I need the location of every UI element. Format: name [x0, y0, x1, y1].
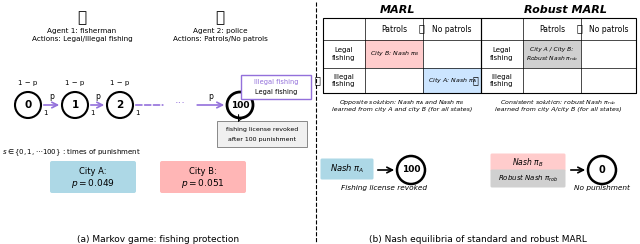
- Text: Agent 2: police
Actions: Patrols/No patrols: Agent 2: police Actions: Patrols/No patr…: [173, 28, 268, 42]
- Circle shape: [227, 92, 253, 118]
- Text: 0: 0: [598, 165, 605, 175]
- FancyBboxPatch shape: [490, 170, 566, 187]
- Text: 👮: 👮: [576, 23, 582, 33]
- Text: Robust Nash $\pi_{rob}$: Robust Nash $\pi_{rob}$: [498, 173, 558, 184]
- Text: Legal fishing: Legal fishing: [255, 89, 297, 95]
- Text: 100: 100: [231, 101, 249, 110]
- Text: 2: 2: [116, 100, 124, 110]
- Text: Consistent solution: robust Nash $\pi_{rob}$: Consistent solution: robust Nash $\pi_{r…: [500, 98, 617, 107]
- FancyBboxPatch shape: [217, 121, 307, 147]
- Text: $p = 0.049$: $p = 0.049$: [71, 176, 115, 190]
- Text: Robust MARL: Robust MARL: [525, 5, 607, 15]
- Text: Illegal fishing: Illegal fishing: [253, 79, 298, 85]
- Circle shape: [397, 156, 425, 184]
- Text: ···: ···: [175, 98, 186, 108]
- Text: (b) Nash equilibria of standard and robust MARL: (b) Nash equilibria of standard and robu…: [369, 234, 587, 244]
- Text: Agent 1: fisherman
Actions: Legal/Illegal fishing: Agent 1: fisherman Actions: Legal/Illega…: [31, 28, 132, 42]
- Circle shape: [588, 156, 616, 184]
- Text: $s \in \{0,1,\cdots100\}$ : times of punishment: $s \in \{0,1,\cdots100\}$ : times of pun…: [2, 148, 141, 158]
- Text: learned from city A and city B (for all states): learned from city A and city B (for all …: [332, 107, 472, 112]
- Text: 1 − p: 1 − p: [110, 80, 130, 86]
- Text: p: p: [95, 92, 100, 101]
- Circle shape: [107, 92, 133, 118]
- Text: City A: Nash $\pi_A$: City A: Nash $\pi_A$: [428, 76, 476, 85]
- Text: p: p: [208, 92, 213, 101]
- Text: p: p: [49, 92, 54, 101]
- Text: Legal
fishing: Legal fishing: [490, 47, 514, 61]
- FancyBboxPatch shape: [490, 153, 566, 172]
- Text: 1: 1: [43, 110, 47, 116]
- Text: MARL: MARL: [380, 5, 416, 15]
- Bar: [323, 18, 481, 93]
- Text: 1: 1: [90, 110, 95, 116]
- Bar: [365, 40, 423, 68]
- Bar: [523, 40, 581, 68]
- Text: No punishment: No punishment: [574, 185, 630, 191]
- FancyBboxPatch shape: [50, 161, 136, 193]
- Text: Illegal
fishing: Illegal fishing: [490, 74, 514, 87]
- Text: Patrols: Patrols: [539, 24, 565, 33]
- Text: Nash $\pi_B$: Nash $\pi_B$: [512, 156, 544, 169]
- Text: Patrols: Patrols: [381, 24, 407, 33]
- Bar: [423, 68, 481, 93]
- Text: 🎣: 🎣: [77, 10, 86, 25]
- FancyBboxPatch shape: [160, 161, 246, 193]
- Text: 👮: 👮: [418, 23, 424, 33]
- Text: 1: 1: [135, 110, 140, 116]
- Text: fishing license revoked: fishing license revoked: [226, 128, 298, 132]
- Text: City B: Nash $\pi_B$: City B: Nash $\pi_B$: [369, 50, 419, 59]
- Text: No patrols: No patrols: [432, 24, 472, 33]
- Text: No patrols: No patrols: [589, 24, 628, 33]
- Text: 1: 1: [72, 100, 79, 110]
- Text: City B:: City B:: [189, 167, 217, 176]
- Text: Legal
fishing: Legal fishing: [332, 47, 356, 61]
- Text: City A / City B:: City A / City B:: [531, 48, 573, 52]
- FancyBboxPatch shape: [241, 75, 311, 99]
- Text: 100: 100: [402, 165, 420, 174]
- Text: 🎣: 🎣: [472, 75, 478, 85]
- Bar: [481, 18, 636, 93]
- Text: (a) Markov game: fishing protection: (a) Markov game: fishing protection: [77, 234, 239, 244]
- Text: City A:: City A:: [79, 167, 107, 176]
- Text: Opposite solution: Nash $\pi_A$ and Nash $\pi_B$: Opposite solution: Nash $\pi_A$ and Nash…: [339, 98, 465, 107]
- Text: Illegal
fishing: Illegal fishing: [332, 74, 356, 87]
- Text: Nash $\pi_A$: Nash $\pi_A$: [330, 163, 364, 175]
- FancyBboxPatch shape: [321, 159, 374, 180]
- Circle shape: [15, 92, 41, 118]
- Text: learned from city A/city B (for all states): learned from city A/city B (for all stat…: [495, 107, 622, 112]
- Text: Robust Nash $\pi_{rob}$: Robust Nash $\pi_{rob}$: [526, 55, 578, 63]
- Text: 0: 0: [24, 100, 31, 110]
- Text: 🎣: 🎣: [314, 75, 320, 85]
- Text: after 100 punishment: after 100 punishment: [228, 136, 296, 142]
- Text: 👮: 👮: [216, 10, 225, 25]
- Text: Fishing license revoked: Fishing license revoked: [341, 185, 427, 191]
- Text: 1 − p: 1 − p: [65, 80, 84, 86]
- Text: $p = 0.051$: $p = 0.051$: [181, 176, 225, 190]
- Circle shape: [62, 92, 88, 118]
- Text: 1 − p: 1 − p: [19, 80, 38, 86]
